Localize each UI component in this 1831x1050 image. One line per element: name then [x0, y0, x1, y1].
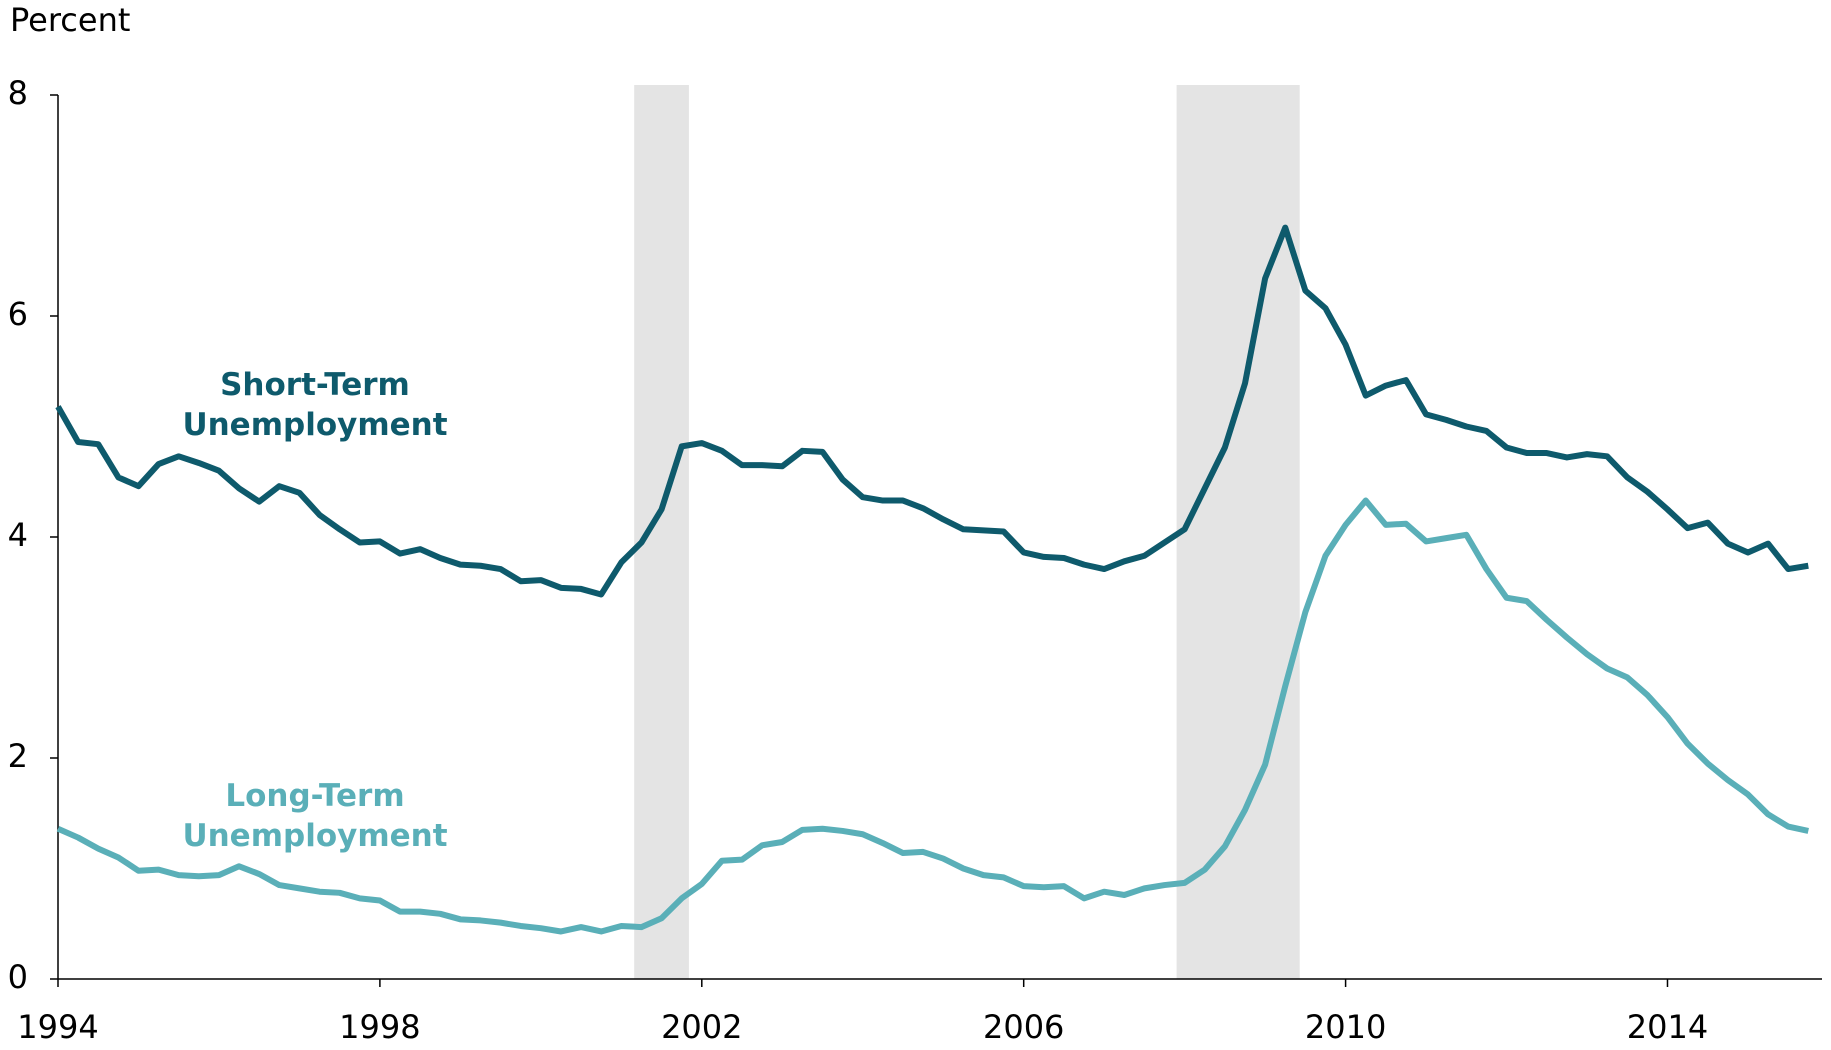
- x-tick-label: 1998: [339, 1008, 420, 1046]
- series-line: [56, 497, 1809, 935]
- series-label: Short-Term Unemployment: [182, 367, 448, 443]
- y-tick-label: 6: [8, 295, 28, 333]
- x-tick-label: 2010: [1305, 1008, 1386, 1046]
- y-tick-label: 2: [8, 737, 28, 775]
- series-line: [55, 224, 1809, 598]
- x-tick-label: 2006: [983, 1008, 1064, 1046]
- x-tick-label: 2002: [661, 1008, 742, 1046]
- recession-band: [634, 85, 689, 979]
- y-axis-label: Percent: [10, 1, 130, 39]
- recession-band: [1176, 85, 1300, 979]
- x-tick-label: 1994: [17, 1008, 98, 1046]
- y-tick-label: 0: [8, 958, 28, 996]
- y-tick-label: 4: [8, 516, 28, 554]
- series-label: Long-Term Unemployment: [182, 778, 448, 854]
- x-tick-label: 2014: [1627, 1008, 1708, 1046]
- y-tick-label: 8: [8, 74, 28, 112]
